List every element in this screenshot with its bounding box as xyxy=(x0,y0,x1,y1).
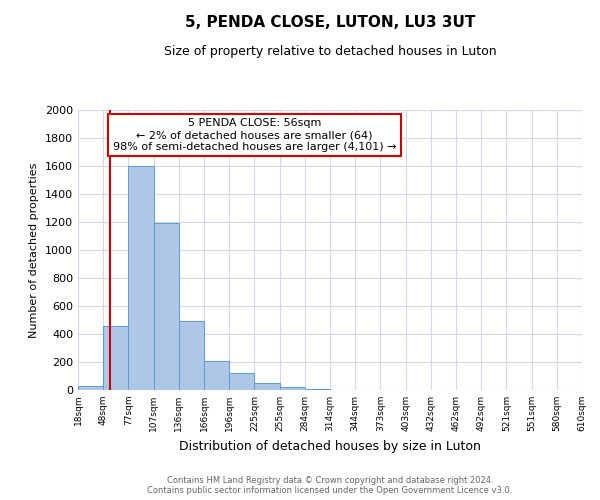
Bar xyxy=(280,387,305,390)
Text: 5 PENDA CLOSE: 56sqm
← 2% of detached houses are smaller (64)
98% of semi-detach: 5 PENDA CLOSE: 56sqm ← 2% of detached ho… xyxy=(113,118,396,152)
Text: Size of property relative to detached houses in Luton: Size of property relative to detached ho… xyxy=(164,45,496,58)
Bar xyxy=(305,388,330,390)
Text: 5, PENDA CLOSE, LUTON, LU3 3UT: 5, PENDA CLOSE, LUTON, LU3 3UT xyxy=(185,15,475,30)
Bar xyxy=(154,224,179,390)
Bar xyxy=(229,373,254,390)
Bar xyxy=(254,384,280,390)
Bar xyxy=(103,326,128,390)
Bar xyxy=(179,322,204,390)
X-axis label: Distribution of detached houses by size in Luton: Distribution of detached houses by size … xyxy=(179,440,481,452)
Text: Contains HM Land Registry data © Crown copyright and database right 2024.
Contai: Contains HM Land Registry data © Crown c… xyxy=(148,476,512,495)
Bar xyxy=(128,166,154,390)
Y-axis label: Number of detached properties: Number of detached properties xyxy=(29,162,40,338)
Bar xyxy=(78,386,103,390)
Bar xyxy=(204,360,229,390)
